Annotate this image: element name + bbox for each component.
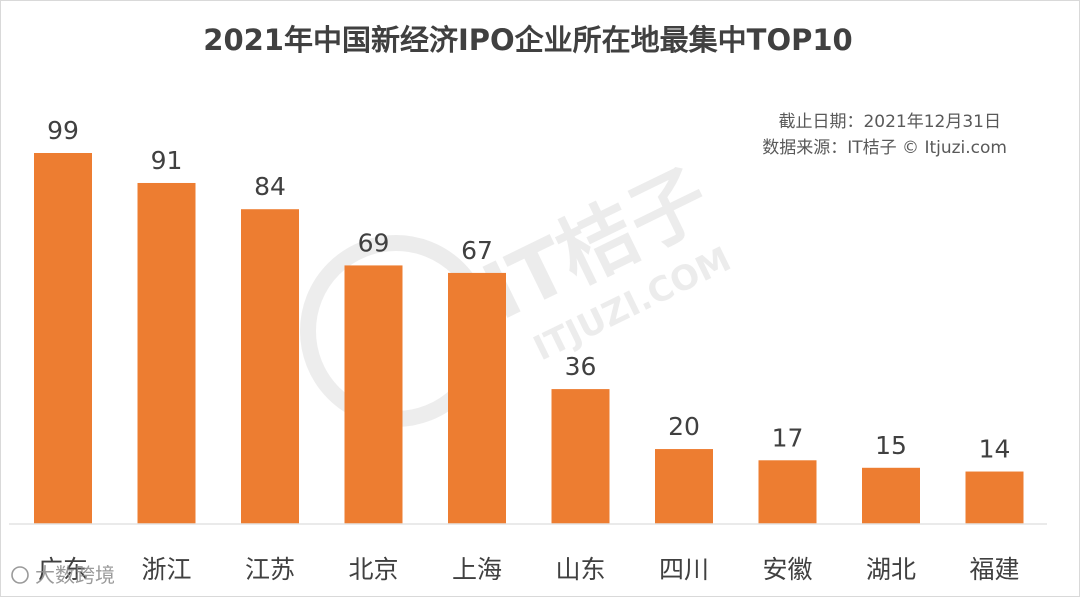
category-label-4: 北京 — [348, 555, 398, 584]
bar-9 — [862, 467, 920, 524]
bar-7 — [655, 449, 713, 524]
corner-watermark: 大数跨境 — [11, 563, 115, 587]
bar-3 — [241, 209, 299, 524]
value-label-4: 69 — [358, 228, 390, 257]
bar-1 — [34, 153, 92, 524]
value-label-10: 14 — [979, 435, 1011, 464]
category-label-6: 山东 — [555, 555, 605, 584]
bar-4 — [344, 265, 403, 524]
category-label-8: 安徽 — [762, 555, 812, 584]
bars-group: 99 广东 91 浙江 84 江苏 69 北京 67 上海 36 山东 20 四川 17 安徽 15 湖北 14 福建 — [34, 116, 1024, 584]
bar-5 — [448, 272, 506, 524]
corner-watermark-text: 大数跨境 — [35, 563, 115, 587]
value-label-1: 99 — [47, 116, 79, 145]
category-label-2: 浙江 — [141, 555, 191, 584]
corner-logo-icon — [11, 566, 29, 584]
chart-title: 2021年中国新经济IPO企业所在地最集中TOP10 — [203, 23, 852, 57]
value-label-7: 20 — [668, 412, 700, 441]
value-label-5: 67 — [461, 236, 493, 265]
data-source-note: 数据来源：IT桔子 © Itjuzi.com — [762, 138, 1007, 158]
value-label-3: 84 — [254, 172, 286, 201]
bar-6 — [551, 389, 610, 524]
value-label-2: 91 — [151, 146, 183, 175]
value-label-9: 15 — [875, 431, 907, 460]
value-label-8: 17 — [772, 423, 804, 452]
cutoff-date-note: 截止日期：2021年12月31日 — [778, 112, 1001, 132]
category-label-10: 福建 — [969, 555, 1019, 584]
bar-2 — [137, 182, 196, 524]
bar-8 — [758, 460, 817, 524]
category-label-5: 上海 — [452, 555, 502, 584]
category-label-7: 四川 — [659, 555, 709, 584]
value-label-6: 36 — [565, 352, 597, 381]
category-label-3: 江苏 — [245, 555, 295, 584]
bar-10 — [965, 471, 1024, 524]
category-label-1: 广东 — [38, 555, 88, 584]
category-label-9: 湖北 — [866, 555, 916, 584]
